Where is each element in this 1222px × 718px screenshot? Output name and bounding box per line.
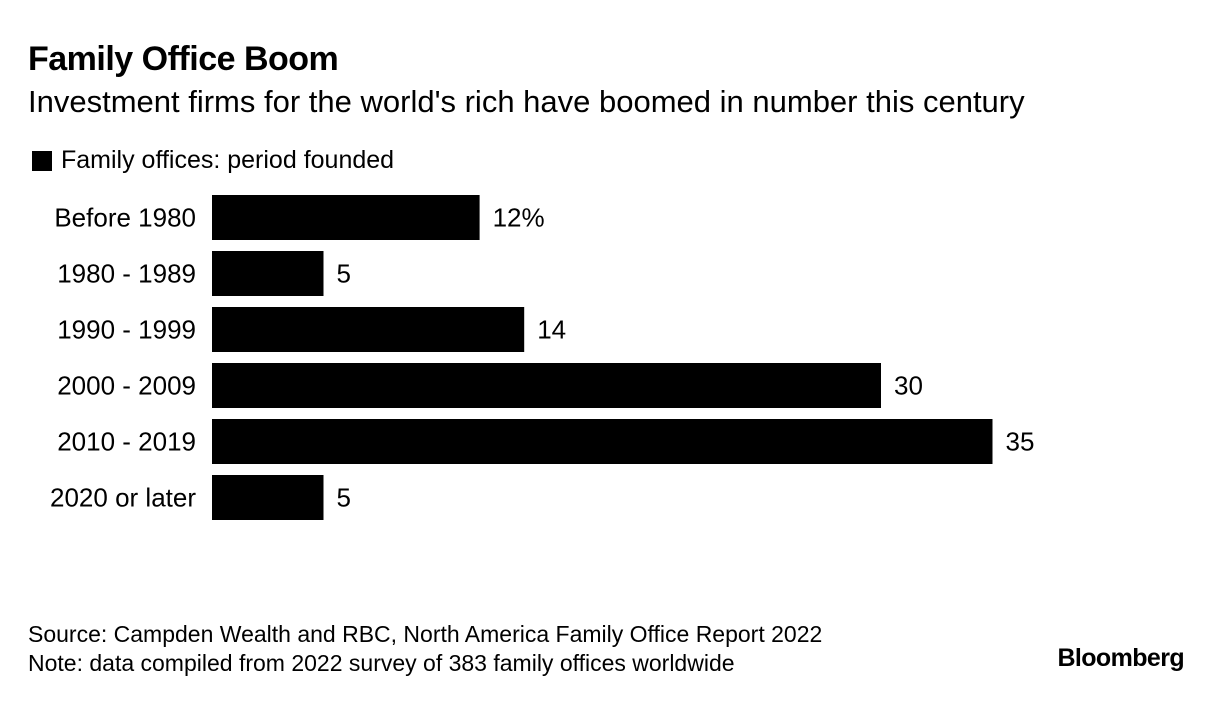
category-label: Before 1980 xyxy=(54,203,196,233)
value-label: 12% xyxy=(493,203,545,233)
note-text: Note: data compiled from 2022 survey of … xyxy=(28,650,735,676)
chart-title: Family Office Boom xyxy=(28,40,339,78)
value-label: 5 xyxy=(337,259,351,289)
bar xyxy=(212,475,324,520)
category-label: 2010 - 2019 xyxy=(57,427,196,457)
category-label: 2020 or later xyxy=(50,483,196,513)
category-label: 1990 - 1999 xyxy=(57,315,196,345)
chart-subtitle: Investment firms for the world's rich ha… xyxy=(28,84,1025,119)
bar-chart: Before 1980 12% 1980 - 1989 5 1990 - 1999 14 2… xyxy=(50,195,1035,520)
category-label: 2000 - 2009 xyxy=(57,371,196,401)
legend-swatch xyxy=(32,150,52,171)
bar xyxy=(212,251,324,296)
bar xyxy=(212,307,525,352)
bloomberg-logo: Bloomberg xyxy=(1057,644,1184,672)
value-label: 30 xyxy=(894,371,923,401)
legend: Family offices: period founded xyxy=(32,146,394,175)
bar xyxy=(212,419,993,464)
legend-label: Family offices: period founded xyxy=(61,146,395,174)
bar xyxy=(212,363,881,408)
value-label: 5 xyxy=(337,483,351,513)
value-label: 14 xyxy=(537,315,566,345)
value-label: 35 xyxy=(1006,427,1035,457)
category-label: 1980 - 1989 xyxy=(57,259,196,289)
source-notes: Source: Campden Wealth and RBC, North Am… xyxy=(28,620,822,678)
source-text: Source: Campden Wealth and RBC, North Am… xyxy=(28,621,823,647)
bar xyxy=(212,195,480,240)
